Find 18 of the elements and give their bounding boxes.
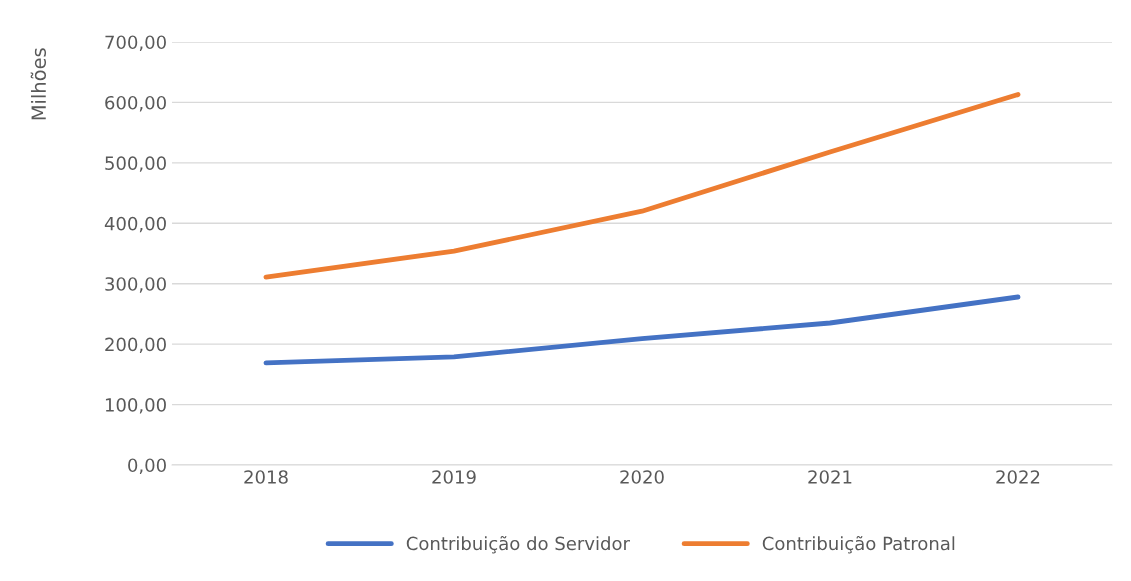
line-series bbox=[263, 294, 1021, 366]
x-tick-label: 2019 bbox=[432, 470, 476, 484]
y-tick-label: 300,00 bbox=[105, 277, 166, 293]
line-series bbox=[263, 92, 1021, 280]
legend-label: Contribuição Patronal bbox=[762, 535, 955, 554]
y-tick-label: 500,00 bbox=[105, 156, 166, 172]
y-tick-label: 600,00 bbox=[105, 95, 166, 112]
legend-label: Contribuição do Servidor bbox=[406, 535, 630, 554]
y-axis-title: Milhões bbox=[30, 48, 47, 120]
x-tick-label: 2021 bbox=[808, 470, 852, 484]
y-tick-label: 400,00 bbox=[104, 216, 166, 233]
x-tick-label: 2020 bbox=[620, 470, 664, 484]
y-tick-label: 100,00 bbox=[105, 398, 166, 414]
x-tick-label: 2018 bbox=[244, 470, 288, 484]
y-tick-label: 700,00 bbox=[105, 35, 166, 51]
y-tick-label: 0,00 bbox=[128, 458, 166, 474]
y-tick-label: 200,00 bbox=[105, 337, 166, 354]
x-tick-label: 2022 bbox=[996, 470, 1040, 484]
